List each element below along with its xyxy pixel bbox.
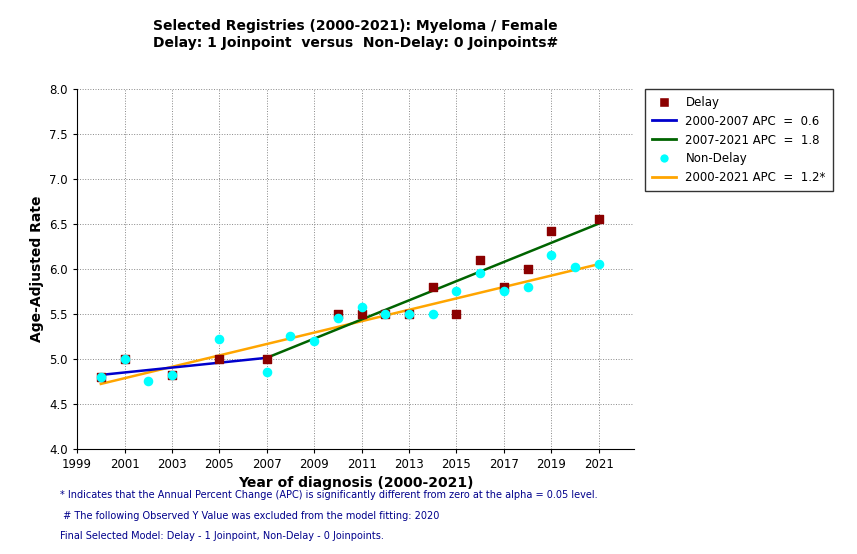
- Point: [379, 309, 393, 318]
- Point: [94, 372, 108, 381]
- Point: [308, 336, 321, 345]
- Point: [450, 309, 464, 318]
- Point: [473, 269, 487, 278]
- Point: [260, 355, 273, 363]
- Point: [260, 368, 273, 377]
- Point: [497, 287, 511, 296]
- Point: [426, 282, 440, 291]
- Point: [117, 355, 131, 363]
- Point: [402, 309, 416, 318]
- Point: [355, 302, 369, 311]
- Point: [592, 260, 606, 269]
- Point: [331, 309, 345, 318]
- Point: [544, 251, 558, 260]
- X-axis label: Year of diagnosis (2000-2021): Year of diagnosis (2000-2021): [238, 476, 473, 490]
- Point: [141, 377, 155, 386]
- Point: [94, 372, 108, 381]
- Text: * Indicates that the Annual Percent Change (APC) is significantly different from: * Indicates that the Annual Percent Chan…: [60, 490, 597, 500]
- Point: [379, 309, 393, 318]
- Text: Delay: 1 Joinpoint  versus  Non-Delay: 0 Joinpoints#: Delay: 1 Joinpoint versus Non-Delay: 0 J…: [153, 36, 558, 50]
- Point: [473, 255, 487, 264]
- Point: [426, 309, 440, 318]
- Text: Final Selected Model: Delay - 1 Joinpoint, Non-Delay - 0 Joinpoints.: Final Selected Model: Delay - 1 Joinpoin…: [60, 531, 384, 541]
- Y-axis label: Age-Adjusted Rate: Age-Adjusted Rate: [30, 196, 44, 342]
- Point: [521, 282, 535, 291]
- Point: [568, 263, 582, 271]
- Point: [450, 287, 464, 296]
- Text: Selected Registries (2000-2021): Myeloma / Female: Selected Registries (2000-2021): Myeloma…: [153, 19, 558, 33]
- Point: [165, 371, 179, 379]
- Point: [284, 332, 297, 341]
- Point: [165, 371, 179, 379]
- Point: [521, 264, 535, 273]
- Point: [355, 309, 369, 318]
- Text: # The following Observed Y Value was excluded from the model fitting: 2020: # The following Observed Y Value was exc…: [60, 511, 440, 521]
- Point: [592, 215, 606, 224]
- Point: [117, 355, 131, 363]
- Point: [213, 355, 226, 363]
- Point: [497, 282, 511, 291]
- Legend: Delay, 2000-2007 APC  =  0.6, 2007-2021 APC  =  1.8, Non-Delay, 2000-2021 APC  =: Delay, 2000-2007 APC = 0.6, 2007-2021 AP…: [645, 89, 833, 192]
- Point: [544, 227, 558, 235]
- Point: [331, 314, 345, 322]
- Point: [402, 309, 416, 318]
- Point: [213, 335, 226, 343]
